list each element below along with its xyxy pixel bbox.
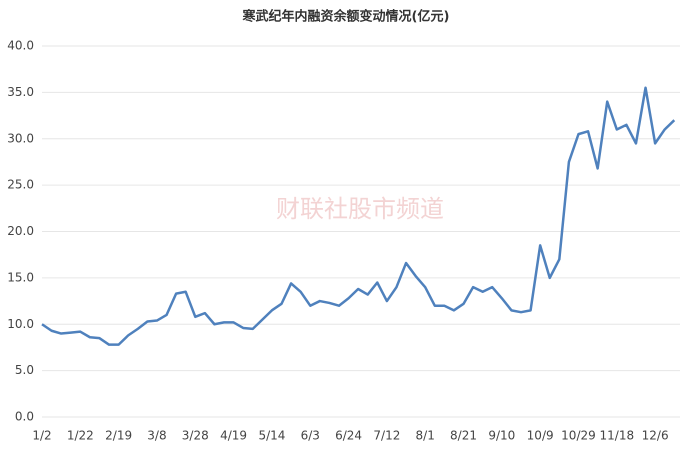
x-tick-label: 8/1 (416, 429, 435, 443)
y-tick-label: 40.0 (7, 39, 34, 53)
y-tick-label: 5.0 (15, 363, 34, 377)
chart-title: 寒武纪年内融资余额变动情况(亿元) (242, 9, 450, 25)
x-tick-label: 8/21 (450, 429, 477, 443)
x-tick-label: 5/14 (258, 429, 285, 443)
x-tick-label: 1/22 (67, 429, 94, 443)
y-tick-label: 20.0 (7, 224, 34, 238)
x-tick-label: 10/29 (561, 429, 596, 443)
y-tick-label: 10.0 (7, 317, 34, 331)
x-tick-label: 10/9 (527, 429, 554, 443)
x-tick-label: 11/18 (600, 429, 635, 443)
y-tick-label: 35.0 (7, 85, 34, 99)
x-tick-label: 3/8 (147, 429, 166, 443)
x-tick-label: 6/3 (301, 429, 320, 443)
x-tick-label: 3/28 (182, 429, 209, 443)
x-tick-label: 9/10 (488, 429, 515, 443)
y-tick-label: 15.0 (7, 270, 34, 284)
y-tick-label: 0.0 (15, 410, 34, 424)
x-tick-label: 6/24 (335, 429, 362, 443)
x-tick-label: 1/2 (32, 429, 51, 443)
y-tick-label: 25.0 (7, 178, 34, 192)
watermark: 财联社股市频道 (276, 195, 444, 223)
y-tick-label: 30.0 (7, 131, 34, 145)
x-tick-label: 2/19 (105, 429, 132, 443)
data-line (41, 86, 676, 346)
x-tick-label: 4/19 (220, 429, 247, 443)
x-tick-label: 7/12 (373, 429, 400, 443)
x-tick-label: 12/6 (642, 429, 669, 443)
